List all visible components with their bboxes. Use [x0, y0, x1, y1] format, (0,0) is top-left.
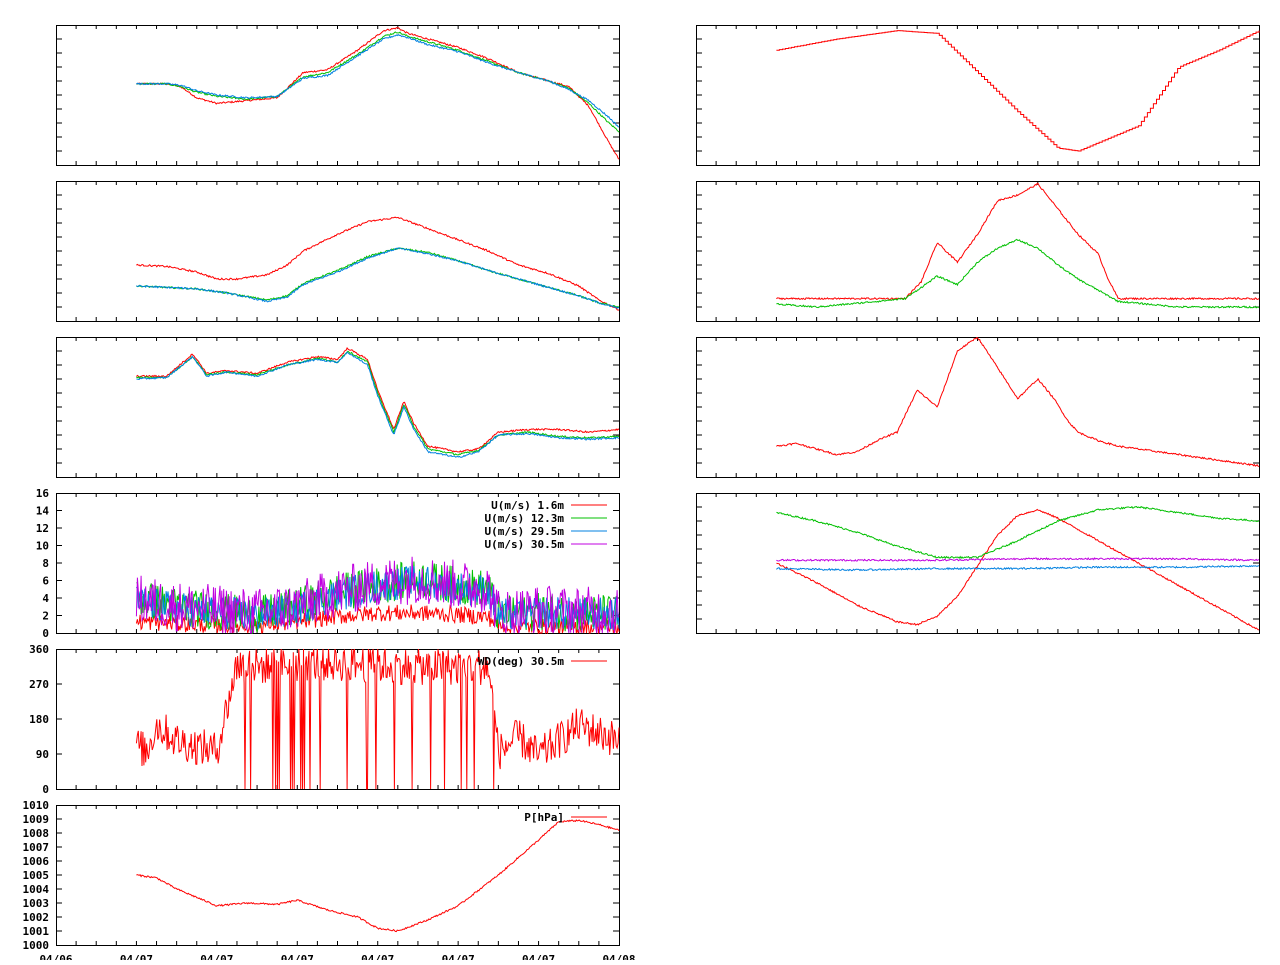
legend-label: WD(deg) 30.5m: [478, 655, 564, 668]
y-tick-label: 1001: [23, 925, 50, 938]
y-tick-label: 1006: [23, 855, 50, 868]
panel-right-3: [696, 337, 1260, 478]
series-group: [135, 649, 620, 790]
panel-left-5: 0 90 180 270 360 WD(deg) 30.5m: [29, 643, 620, 796]
y-tick-label: 0: [42, 783, 49, 796]
y-tick-label: 270: [29, 678, 49, 691]
y-tick-label: 1003: [23, 897, 50, 910]
y-tick-label: 2: [42, 610, 49, 623]
y-tick-label: 1008: [23, 827, 50, 840]
y-tick-label: 4: [42, 592, 49, 605]
panel-frame: [696, 493, 1260, 634]
y-tick-label: 14: [36, 505, 50, 518]
series-line-u-m-s-1-6m: [135, 604, 620, 634]
y-tick-label: 10: [36, 540, 49, 553]
series-line-right-2-0: [776, 182, 1260, 301]
panel-right-4: [696, 493, 1260, 634]
x-tick-label-date: 04/07: [442, 953, 475, 960]
series-line-right-4-1: [776, 505, 1260, 560]
series-line-right-3-0: [776, 337, 1260, 468]
panel-right-1: [696, 25, 1260, 166]
series-line-p-hpa-: [136, 819, 620, 933]
series-line-left-2-2: [136, 247, 620, 309]
series-line-left-3-1: [136, 350, 620, 456]
legend-label: U(m/s) 12.3m: [485, 512, 565, 525]
series-group: [136, 819, 620, 933]
series-group: [135, 556, 620, 634]
x-tick-label-date: 04/07: [361, 953, 394, 960]
y-tick-label: 1000: [23, 939, 50, 952]
series-line-left-1-2: [136, 33, 620, 128]
series-line-right-4-0: [776, 508, 1259, 631]
y-tick-label: 8: [42, 557, 49, 570]
y-tick-label: 1009: [23, 813, 50, 826]
legend-label: U(m/s) 30.5m: [485, 538, 565, 551]
y-tick-label: 360: [29, 643, 49, 656]
panel-frame: [56, 25, 620, 166]
y-tick-label: 12: [36, 522, 49, 535]
y-tick-label: 1005: [23, 869, 50, 882]
panel-left-2: [56, 181, 620, 322]
x-tick-label-date: 04/07: [200, 953, 233, 960]
panel-frame: [696, 25, 1260, 166]
legend-label: P[hPa]: [524, 811, 564, 824]
y-tick-label: 16: [36, 487, 50, 500]
series-line-right-1-0: [776, 30, 1260, 152]
y-tick-label: 180: [29, 713, 49, 726]
x-tick-label-date: 04/06: [39, 953, 72, 960]
series-group: [136, 347, 620, 458]
series-group: [776, 182, 1260, 309]
legend-label: U(m/s) 29.5m: [485, 525, 565, 538]
panel-left-3: [56, 337, 620, 478]
series-line-u-m-s-30-5m: [135, 556, 620, 634]
y-tick-label: 6: [42, 575, 49, 588]
series-line-right-4-2: [776, 564, 1260, 572]
y-tick-label: 1004: [23, 883, 50, 896]
x-tick-label-date: 04/07: [522, 953, 555, 960]
series-line-left-2-0: [136, 216, 620, 311]
series-group: [776, 337, 1260, 468]
panel-frame: [696, 337, 1260, 478]
series-line-left-1-1: [136, 31, 620, 133]
y-tick-label: 0: [42, 627, 49, 640]
series-group: [776, 505, 1260, 631]
y-tick-label: 1007: [23, 841, 50, 854]
series-line-right-2-1: [776, 238, 1260, 309]
y-tick-label: 90: [36, 748, 49, 761]
y-tick-label: 1010: [23, 799, 50, 812]
panel-left-1: [56, 25, 620, 166]
panel-frame: [56, 181, 620, 322]
series-line-left-3-0: [136, 347, 620, 453]
panel-frame: [696, 181, 1260, 322]
x-tick-label-date: 04/07: [281, 953, 314, 960]
y-tick-label: 1002: [23, 911, 50, 924]
series-line-left-3-2: [136, 351, 620, 458]
series-group: [136, 26, 620, 160]
x-tick-label-date: 04/08: [602, 953, 635, 960]
series-group: [136, 216, 620, 311]
panel-left-6: 1000100110021003100410051006100710081009…: [23, 799, 636, 965]
x-tick-label-date: 04/07: [120, 953, 153, 960]
series-group: [776, 30, 1260, 152]
panel-right-2: [696, 181, 1260, 322]
series-line-wd-deg-30-5m: [135, 649, 620, 790]
series-line-right-4-3: [776, 557, 1260, 562]
legend-label: U(m/s) 1.6m: [491, 499, 564, 512]
